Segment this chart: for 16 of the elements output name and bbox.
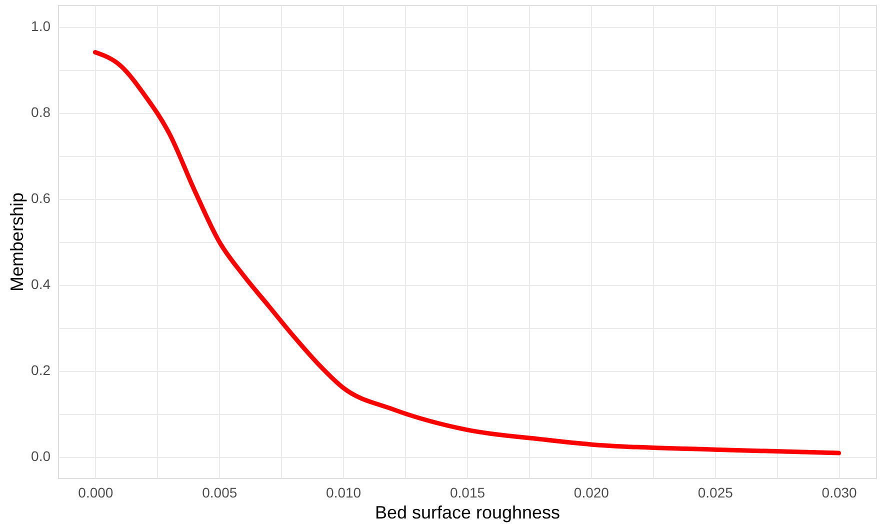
x-tick-label: 0.025 bbox=[698, 484, 734, 500]
line-series bbox=[92, 50, 842, 456]
y-tick-label: 0.4 bbox=[31, 276, 51, 292]
x-tick-label: 0.030 bbox=[822, 484, 858, 500]
x-tick-label: 0.010 bbox=[326, 484, 362, 500]
y-tick-label: 0.8 bbox=[31, 104, 51, 120]
x-tick-label: 0.020 bbox=[574, 484, 610, 500]
x-tick-label: 0.015 bbox=[450, 484, 486, 500]
y-tick-label: 0.0 bbox=[31, 448, 51, 464]
y-axis-title: Membership bbox=[7, 192, 28, 292]
x-axis-title: Bed surface roughness bbox=[374, 502, 560, 522]
y-tick-label: 0.2 bbox=[31, 362, 51, 378]
x-tick-label: 0.000 bbox=[78, 484, 114, 500]
y-tick-label: 1.0 bbox=[31, 18, 51, 34]
y-tick-label: 0.6 bbox=[31, 190, 51, 206]
x-tick-label: 0.005 bbox=[202, 484, 238, 500]
